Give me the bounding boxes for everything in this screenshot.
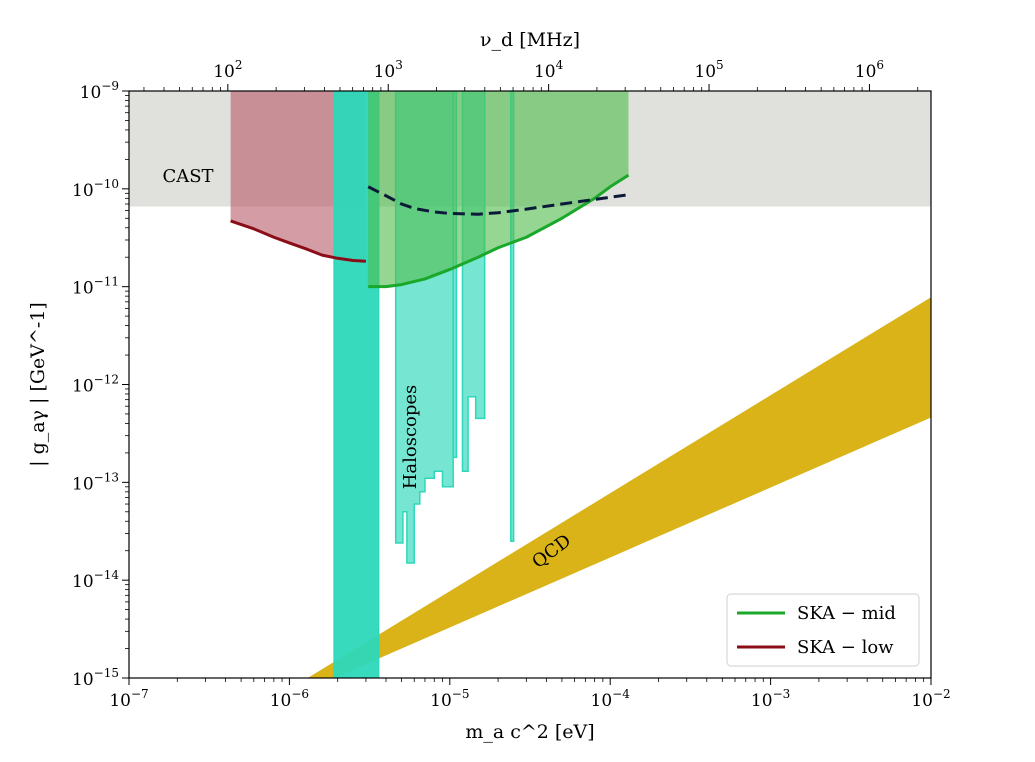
y-tick-label-6: 10−15 xyxy=(72,666,119,690)
projection-dashed-line xyxy=(367,185,629,216)
x-tick-label-2: 10−5 xyxy=(430,687,469,711)
x-axis-label: m_a c^2 [eV] xyxy=(465,721,594,743)
legend-label-ska-low: SKA − low xyxy=(797,637,894,658)
ska-low-region xyxy=(230,91,366,262)
top-tick-label-2: 104 xyxy=(534,58,564,82)
top-tick-label-1: 103 xyxy=(374,58,403,82)
x-tick-label-3: 10−4 xyxy=(591,687,631,711)
x-tick-label-1: 10−6 xyxy=(270,687,309,711)
ska-mid-region xyxy=(368,91,629,287)
y-tick-label-5: 10−14 xyxy=(72,568,119,592)
legend-label-ska-mid: SKA − mid xyxy=(797,603,896,624)
x-tick-label-5: 10−2 xyxy=(911,687,950,711)
y-tick-label-1: 10−10 xyxy=(72,177,119,201)
x-tick-label-4: 10−3 xyxy=(751,687,790,711)
top-tick-label-3: 105 xyxy=(694,58,723,82)
y-tick-label-3: 10−12 xyxy=(72,373,119,397)
y-tick-label-2: 10−11 xyxy=(72,275,119,299)
top-axis-label: ν_d [MHz] xyxy=(480,29,580,51)
cast-label: CAST xyxy=(162,166,213,187)
top-tick-label-0: 102 xyxy=(213,58,242,82)
qcd-band xyxy=(307,297,931,678)
y-tick-label-0: 10−9 xyxy=(80,79,119,103)
ska-low-line xyxy=(230,219,367,263)
haloscopes-label: Haloscopes xyxy=(400,385,421,490)
y-tick-label-4: 10−13 xyxy=(72,470,119,494)
y-axis-label: | g_aγ | [GeV^-1] xyxy=(27,302,49,467)
ska-mid-line xyxy=(368,173,630,289)
x-tick-label-0: 10−7 xyxy=(109,687,148,711)
haloscope-band-3 xyxy=(452,91,458,459)
haloscope-band-5 xyxy=(510,91,515,542)
top-tick-label-4: 106 xyxy=(855,58,884,82)
haloscope-band-0 xyxy=(333,91,380,678)
